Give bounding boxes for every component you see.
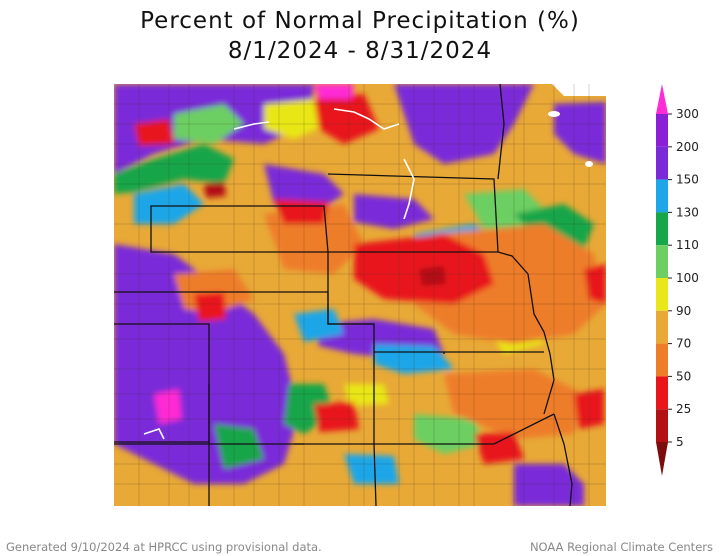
footer-generated: Generated 9/10/2024 at HPRCC using provi… [6, 540, 322, 554]
precip-fill-layer [114, 84, 606, 506]
legend-band [656, 376, 668, 410]
legend-band [656, 310, 668, 344]
footer-source: NOAA Regional Climate Centers [529, 540, 713, 554]
legend-tick-label: 150 [676, 173, 699, 187]
legend-tick-label: 5 [676, 435, 684, 449]
legend-band [656, 278, 668, 311]
county-boundaries [114, 84, 606, 506]
legend-tick-label: 110 [676, 238, 699, 252]
state-boundaries [114, 84, 573, 506]
precipitation-map [114, 84, 606, 506]
map-date-range: 8/1/2024 - 8/31/2024 [227, 38, 493, 64]
legend-tick-label: 90 [676, 304, 691, 318]
legend-band [656, 409, 668, 442]
legend-bottom-arrow [656, 442, 668, 476]
precipitation-legend: 300 200 150 130 110 100 90 70 50 25 5 [656, 84, 699, 476]
legend-band [656, 146, 668, 180]
water-features [143, 108, 415, 440]
legend-tick-label: 300 [676, 107, 699, 121]
legend-band [656, 179, 668, 213]
legend-band [656, 343, 668, 377]
lakes [548, 111, 593, 167]
legend-tick-label: 70 [676, 337, 691, 351]
legend-band [656, 114, 668, 147]
legend-tick-label: 25 [676, 402, 691, 416]
legend-tick-label: 100 [676, 271, 699, 285]
map-title: Percent of Normal Precipitation (%) [140, 8, 580, 34]
legend-band [656, 212, 668, 246]
legend-tick-label: 200 [676, 140, 699, 154]
legend-tick-label: 130 [676, 205, 699, 219]
legend-band [656, 245, 668, 278]
legend-tick-label: 50 [676, 369, 691, 383]
legend-top-arrow [656, 84, 668, 114]
